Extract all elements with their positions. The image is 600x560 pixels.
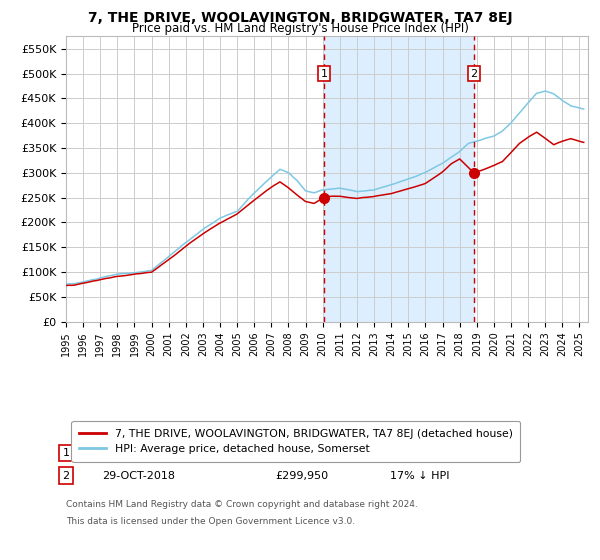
Text: £299,950: £299,950 <box>275 471 328 481</box>
Text: 2: 2 <box>62 471 70 481</box>
Text: Price paid vs. HM Land Registry's House Price Index (HPI): Price paid vs. HM Land Registry's House … <box>131 22 469 35</box>
Text: 7% ↓ HPI: 7% ↓ HPI <box>389 448 442 458</box>
Text: 1: 1 <box>320 69 328 78</box>
Text: 7, THE DRIVE, WOOLAVINGTON, BRIDGWATER, TA7 8EJ: 7, THE DRIVE, WOOLAVINGTON, BRIDGWATER, … <box>88 11 512 25</box>
Text: 1: 1 <box>62 448 70 458</box>
Text: Contains HM Land Registry data © Crown copyright and database right 2024.: Contains HM Land Registry data © Crown c… <box>66 500 418 509</box>
Legend: 7, THE DRIVE, WOOLAVINGTON, BRIDGWATER, TA7 8EJ (detached house), HPI: Average p: 7, THE DRIVE, WOOLAVINGTON, BRIDGWATER, … <box>71 421 520 462</box>
Text: 2: 2 <box>470 69 478 78</box>
Text: 17% ↓ HPI: 17% ↓ HPI <box>389 471 449 481</box>
Text: 29-OCT-2018: 29-OCT-2018 <box>103 471 176 481</box>
Text: This data is licensed under the Open Government Licence v3.0.: This data is licensed under the Open Gov… <box>66 517 355 526</box>
Text: 25-JAN-2010: 25-JAN-2010 <box>103 448 172 458</box>
Bar <box>324 36 474 321</box>
Text: £250,000: £250,000 <box>275 448 328 458</box>
